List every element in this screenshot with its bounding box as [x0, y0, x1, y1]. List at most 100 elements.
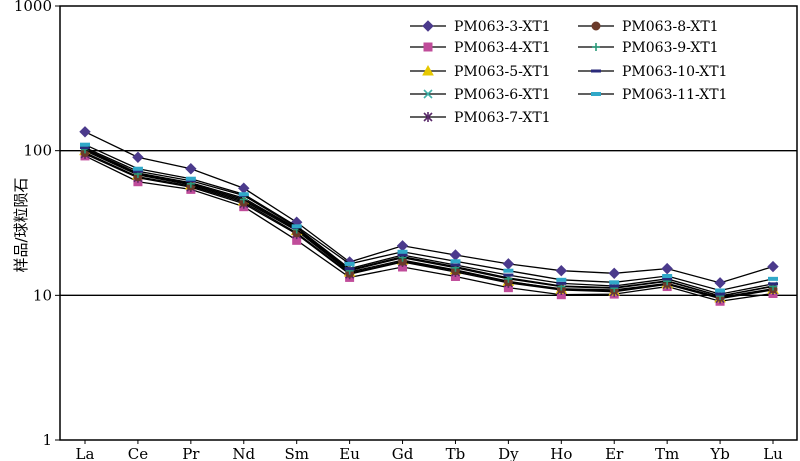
data-point: [397, 253, 408, 257]
legend-marker: [423, 112, 433, 122]
legend-item: PM063-5-XT1: [410, 64, 551, 80]
legend-item: PM063-10-XT1: [578, 64, 727, 80]
data-point: [768, 276, 778, 281]
y-tick-label: 100: [23, 142, 52, 160]
y-tick-label: 1: [42, 431, 52, 449]
data-point: [503, 273, 514, 277]
data-point: [132, 169, 143, 173]
data-point: [715, 292, 726, 296]
data-point: [344, 261, 355, 266]
data-point: [132, 166, 143, 171]
data-point: [79, 126, 91, 138]
data-point: [132, 151, 144, 163]
legend-item: PM063-7-XT1: [410, 110, 551, 126]
series-line: [84, 148, 774, 297]
data-point: [80, 142, 90, 147]
data-point: [449, 249, 462, 261]
data-point: [80, 146, 90, 150]
legend-item: PM063-3-XT1: [410, 19, 551, 35]
series-PM063-8-XT1: [80, 148, 778, 302]
data-point: [503, 268, 514, 273]
x-tick-label: Dy: [498, 445, 519, 461]
series-line: [84, 131, 774, 284]
data-point: [555, 264, 568, 277]
plot-frame: [59, 5, 798, 441]
legend-marker: [591, 92, 601, 96]
series-PM063-5-XT1: [79, 144, 779, 303]
legend-marker: [592, 43, 600, 51]
data-point: [238, 182, 250, 194]
data-point: [556, 281, 567, 285]
y-axis-title: 样品/球粒陨石: [12, 177, 30, 272]
data-point: [714, 277, 726, 289]
legend-item: PM063-9-XT1: [578, 40, 719, 56]
data-point: [502, 258, 515, 270]
axes: [59, 5, 798, 441]
data-point: [609, 280, 620, 285]
legend-marker: [591, 21, 601, 31]
data-point: [608, 267, 620, 280]
data-point: [767, 260, 779, 273]
data-point: [185, 163, 197, 175]
data-point: [715, 288, 726, 293]
x-tick-label: La: [76, 445, 95, 461]
data-point: [396, 240, 409, 252]
data-point: [450, 263, 461, 267]
x-tick-label: Tm: [655, 445, 679, 461]
x-tick-label: Gd: [392, 445, 414, 461]
data-point: [768, 282, 778, 286]
series-line: [84, 151, 774, 298]
legend-marker: [591, 69, 601, 73]
series-line: [84, 147, 774, 295]
legend-label: PM063-3-XT1: [454, 19, 551, 35]
x-tick-label: Eu: [339, 445, 360, 461]
legend-marker: [422, 64, 434, 76]
data-point: [556, 277, 567, 282]
series-line: [84, 144, 774, 292]
y-tick-label: 1000: [14, 0, 52, 15]
legend-label: PM063-11-XT1: [622, 87, 727, 103]
legend-item: PM063-8-XT1: [578, 19, 719, 35]
x-tick-label: Ce: [128, 445, 148, 461]
data-point: [609, 284, 620, 288]
data-point: [397, 249, 408, 254]
series-line: [84, 153, 774, 300]
gridlines: [60, 150, 797, 296]
data-point: [185, 176, 196, 181]
legend-label: PM063-6-XT1: [454, 87, 551, 103]
series-line: [84, 155, 774, 302]
x-tick-label: Nd: [232, 445, 255, 461]
legend-label: PM063-7-XT1: [454, 110, 551, 126]
data-point: [291, 224, 302, 229]
x-tick-label: Lu: [763, 445, 783, 461]
y-tick-label: 10: [33, 286, 52, 304]
x-tick-label: Ho: [550, 445, 572, 461]
data-point: [450, 259, 461, 264]
x-axis-ticks: La Ce Pr Nd Sm Eu Gd Tb Dy Ho Er Tm Yb Lu: [76, 440, 783, 461]
legend-label: PM063-4-XT1: [454, 40, 551, 56]
x-tick-label: Yb: [709, 445, 730, 461]
legend-item: PM063-4-XT1: [410, 40, 551, 56]
legend-marker: [423, 89, 433, 99]
legend-item: PM063-6-XT1: [410, 87, 551, 103]
x-tick-label: Tb: [446, 445, 466, 461]
data-point: [662, 274, 673, 279]
series-group: [79, 126, 779, 306]
legend-label: PM063-10-XT1: [622, 64, 727, 80]
legend-marker: [423, 42, 433, 52]
data-point: [344, 267, 355, 271]
legend-label: PM063-5-XT1: [454, 64, 551, 80]
series-PM063-10-XT1: [80, 146, 778, 296]
x-tick-label: Er: [605, 445, 624, 461]
x-tick-label: Sm: [284, 445, 309, 461]
legend-item: PM063-11-XT1: [578, 87, 727, 103]
legend-marker: [422, 20, 434, 32]
legend-label: PM063-8-XT1: [622, 19, 719, 35]
legend: PM063-3-XT1 PM063-4-XT1 PM063-5-XT1 PM063-6…: [410, 19, 727, 126]
y-axis-ticks: 1 10 100 1000: [14, 0, 60, 449]
series-PM063-11-XT1: [80, 142, 778, 293]
x-tick-label: Pr: [182, 445, 200, 461]
legend-label: PM063-9-XT1: [622, 40, 719, 56]
data-point: [238, 192, 249, 197]
